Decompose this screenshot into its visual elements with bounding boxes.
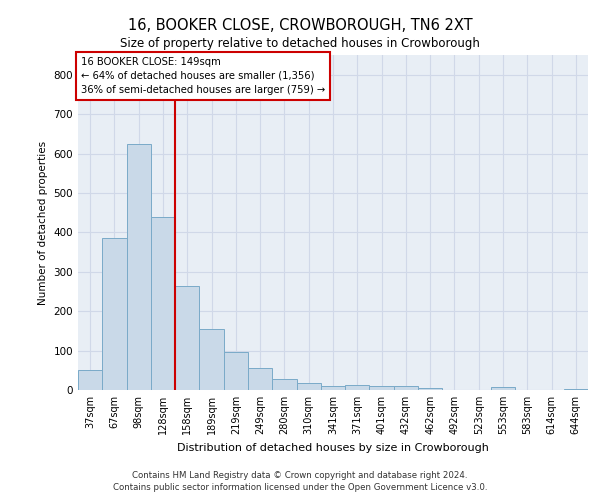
Bar <box>394 386 418 390</box>
Bar <box>491 387 515 390</box>
Bar <box>224 352 248 390</box>
Text: 16 BOOKER CLOSE: 149sqm
← 64% of detached houses are smaller (1,356)
36% of semi: 16 BOOKER CLOSE: 149sqm ← 64% of detache… <box>80 56 325 94</box>
Bar <box>151 216 175 390</box>
Bar <box>296 384 321 390</box>
Bar <box>564 389 588 390</box>
Y-axis label: Number of detached properties: Number of detached properties <box>38 140 48 304</box>
Text: Contains HM Land Registry data © Crown copyright and database right 2024.
Contai: Contains HM Land Registry data © Crown c… <box>113 471 487 492</box>
Bar <box>418 388 442 390</box>
Bar <box>345 386 370 390</box>
Text: Size of property relative to detached houses in Crowborough: Size of property relative to detached ho… <box>120 38 480 51</box>
Bar <box>248 368 272 390</box>
Bar <box>102 238 127 390</box>
Bar <box>175 286 199 390</box>
Bar <box>272 379 296 390</box>
X-axis label: Distribution of detached houses by size in Crowborough: Distribution of detached houses by size … <box>177 442 489 452</box>
Bar <box>78 370 102 390</box>
Bar <box>127 144 151 390</box>
Bar <box>321 386 345 390</box>
Text: 16, BOOKER CLOSE, CROWBOROUGH, TN6 2XT: 16, BOOKER CLOSE, CROWBOROUGH, TN6 2XT <box>128 18 472 32</box>
Bar <box>370 386 394 390</box>
Bar <box>199 329 224 390</box>
